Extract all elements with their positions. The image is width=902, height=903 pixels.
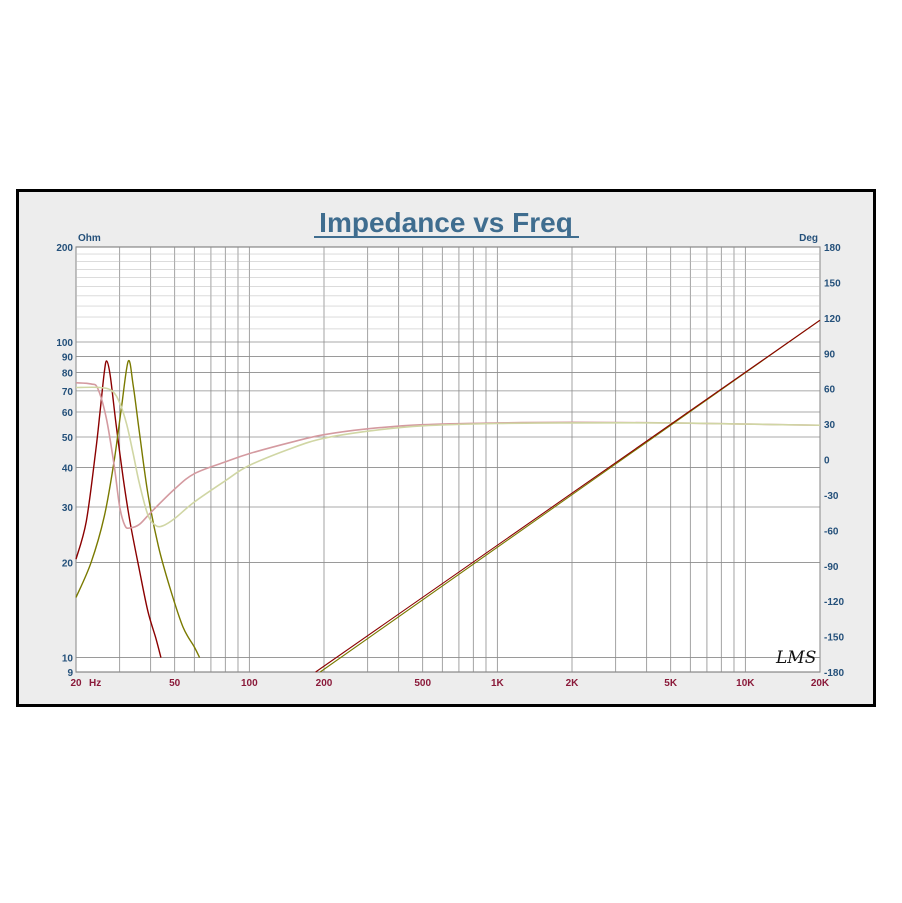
y-tick-label: 200: [56, 243, 73, 254]
y-tick-label: 90: [62, 352, 74, 363]
series-line-1: [75, 360, 162, 658]
left-axis-unit: Ohm: [78, 233, 101, 244]
y-tick-label: 50: [62, 433, 74, 444]
y2-tick-label: -60: [824, 526, 839, 537]
series-line-2: [75, 359, 201, 658]
chart-frame: 9 10 20 30 40 50 60 70 80 90 100 200 180 150 120 90 60 30…: [16, 189, 876, 707]
y-tick-label: 20: [62, 559, 74, 570]
series-line-6: [315, 319, 821, 673]
y2-tick-label: 120: [824, 314, 841, 325]
series-layer: [75, 319, 821, 673]
y-tick-label: 80: [62, 369, 74, 380]
y-tick-label: 40: [62, 464, 74, 475]
y2-tick-label: -180: [824, 668, 844, 679]
y-tick-label: 30: [62, 503, 74, 514]
x-tick-label: 2K: [566, 678, 580, 689]
x-tick-label: 10K: [736, 678, 755, 689]
x-axis-unit-label: Hz: [89, 678, 101, 689]
y2-tick-label: -120: [824, 597, 844, 608]
y2-tick-label: 180: [824, 243, 841, 254]
y2-tick-label: 30: [824, 420, 836, 431]
y2-tick-label: -30: [824, 491, 839, 502]
x-tick-label: 50: [169, 678, 181, 689]
lms-logo: LMS: [775, 648, 816, 668]
x-tick-label: 5K: [664, 678, 678, 689]
x-tick-label: 200: [316, 678, 333, 689]
y2-tick-label: -150: [824, 633, 844, 644]
right-axis-unit: Deg: [799, 233, 818, 244]
y2-tick-label: 0: [824, 456, 830, 467]
x-tick-label: 20: [70, 678, 82, 689]
y-tick-label: 10: [62, 654, 74, 665]
y-tick-label: 60: [62, 408, 74, 419]
plot-area: [75, 246, 821, 673]
y-tick-label: 70: [62, 387, 74, 398]
series-line-4: [75, 386, 821, 528]
x-tick-label: 500: [414, 678, 431, 689]
y2-tick-label: 60: [824, 385, 836, 396]
grid-lines: [75, 247, 821, 672]
y-tick-label: 9: [67, 668, 73, 679]
x-tick-label: 20K: [811, 678, 830, 689]
chart-title: Impedance vs Freq: [319, 207, 573, 238]
y-tick-label: 100: [56, 338, 73, 349]
y2-tick-label: 150: [824, 278, 841, 289]
y2-tick-label: 90: [824, 349, 836, 360]
y2-tick-label: -90: [824, 562, 839, 573]
x-tick-label: 100: [241, 678, 258, 689]
x-tick-label: 1K: [491, 678, 505, 689]
